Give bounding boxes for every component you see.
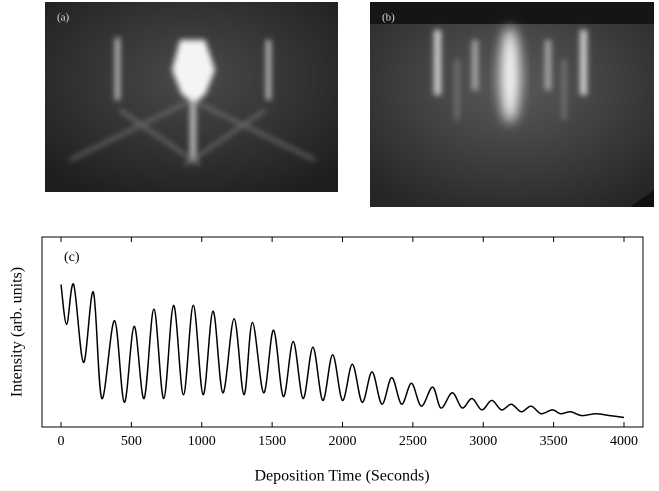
x-tick-label: 3500: [540, 434, 568, 449]
x-axis-label: Deposition Time (Seconds): [254, 468, 429, 485]
x-tick-label: 3000: [469, 434, 497, 449]
image-a: (a): [45, 2, 338, 192]
x-tick-label: 0: [58, 434, 65, 449]
x-tick-label: 1000: [188, 434, 216, 449]
x-tick-label: 4000: [610, 434, 638, 449]
data-line: [60, 283, 625, 419]
x-tick-label: 500: [121, 434, 142, 449]
x-tick-label: 2500: [399, 434, 427, 449]
x-tick-label: 2000: [329, 434, 357, 449]
x-tick-label: 1500: [258, 434, 286, 449]
image-b: (b): [370, 2, 654, 207]
annotation: (c): [64, 250, 80, 265]
y-axis-label: Intensity (arb. units): [9, 267, 26, 397]
panel-label: (a): [57, 12, 70, 24]
panel-label: (b): [382, 12, 395, 24]
